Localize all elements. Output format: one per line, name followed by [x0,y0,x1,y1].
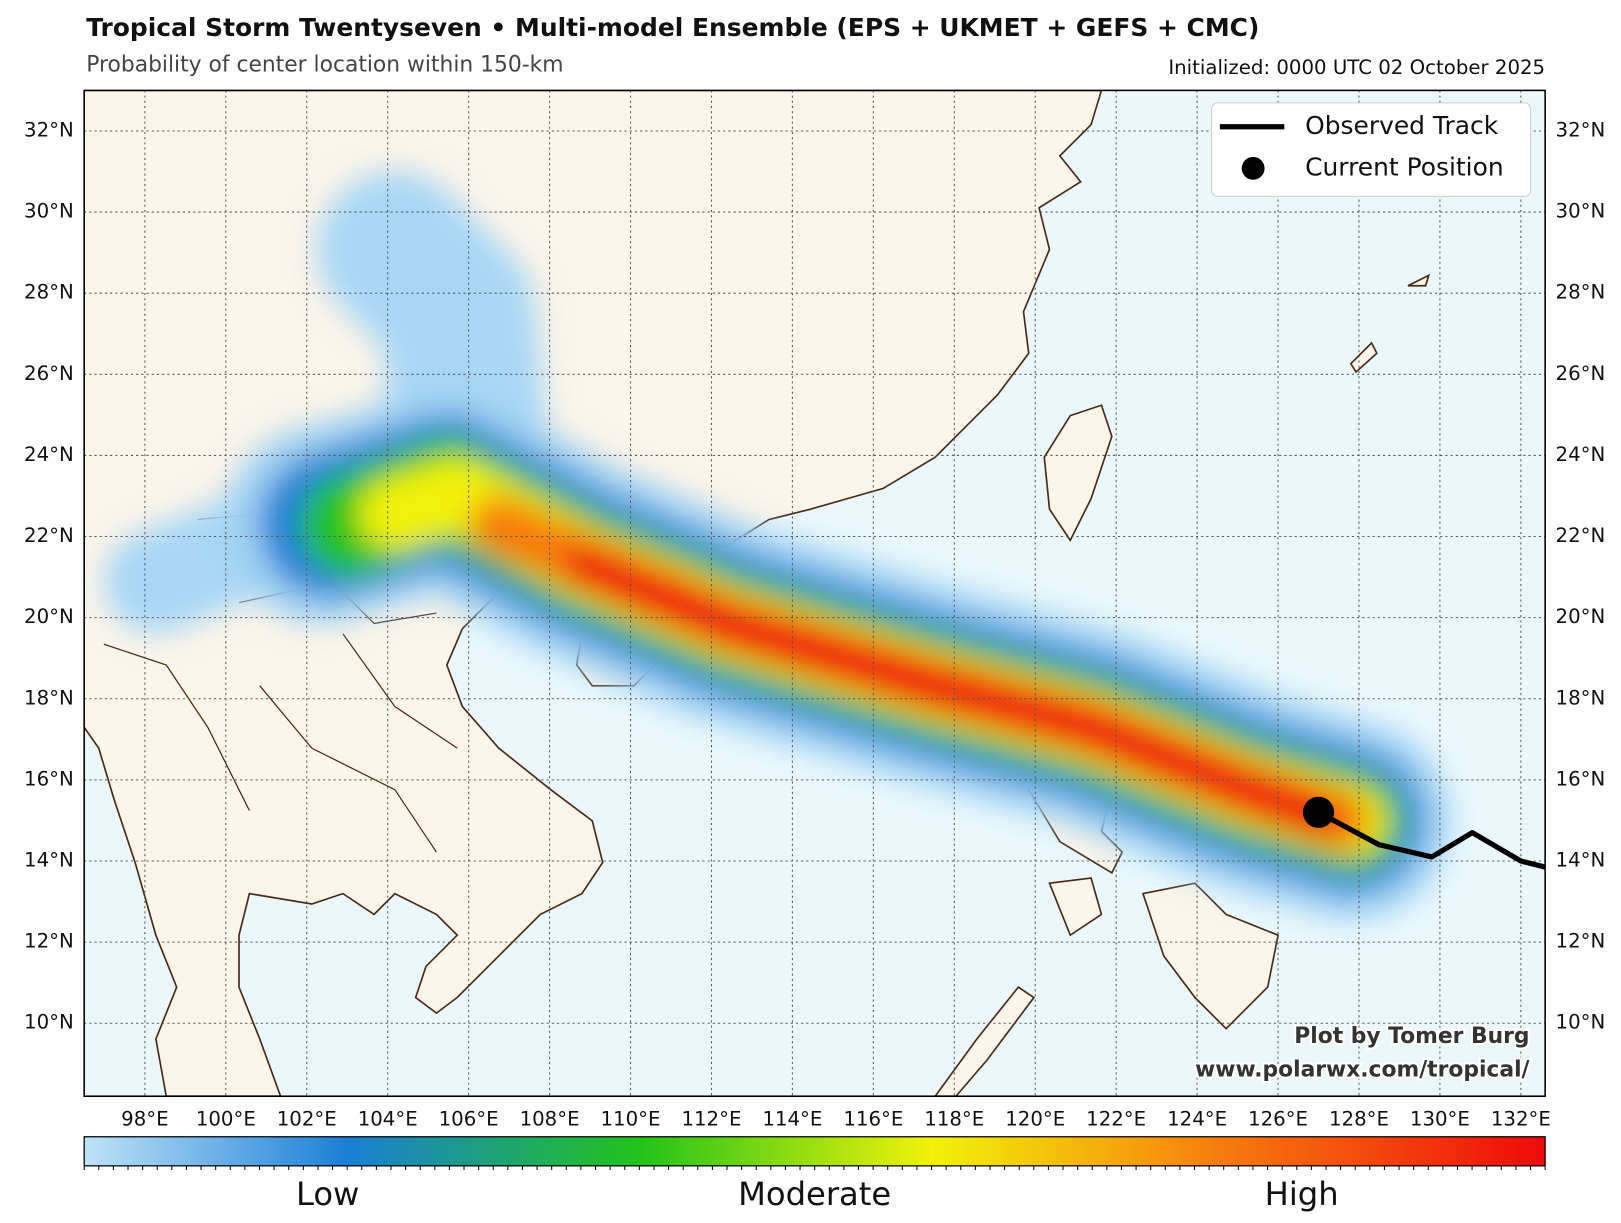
y-tick-label: 10°N [1556,1011,1606,1034]
x-tick-label: 112°E [681,1108,741,1131]
legend-entry: Current Position [1305,152,1504,181]
x-tick-label: 130°E [1410,1108,1470,1131]
colorbar-label: Low [296,1175,359,1213]
y-tick-label: 14°N [24,848,74,871]
probability-swath [103,171,1450,920]
y-tick-label: 12°N [1556,930,1606,953]
palawan [934,986,1036,1097]
y-tick-label: 32°N [24,118,74,141]
current-position [1302,796,1335,828]
y-tick-label: 24°N [24,443,74,466]
title: Tropical Storm Twentyseven • Multi-model… [86,13,1259,42]
map-area [84,90,1546,1097]
y-tick-label: 20°N [1556,605,1606,628]
y-tick-label: 20°N [24,605,74,628]
colorbar-label: Moderate [738,1175,891,1213]
x-tick-label: 126°E [1248,1108,1308,1131]
map-frame [83,89,1546,1098]
y-tick-label: 28°N [24,281,74,304]
subtitle: Probability of center location within 15… [86,52,563,77]
legend: Observed Track Current Position [1211,102,1532,197]
ryukyu [1349,273,1431,374]
mindoro [1048,877,1103,937]
y-tick-label: 18°N [24,686,74,709]
y-tick-label: 10°N [24,1011,74,1034]
y-tick-label: 22°N [1556,524,1606,547]
observed-track [1317,810,1546,870]
legend-entry: Observed Track [1305,111,1499,140]
y-tick-label: 14°N [1556,848,1606,871]
x-tick-label: 100°E [196,1108,256,1131]
y-tick-label: 26°N [24,362,74,385]
y-tick-label: 32°N [1556,118,1606,141]
x-tick-label: 108°E [520,1108,580,1131]
x-tick-label: 120°E [1005,1108,1065,1131]
x-tick-label: 102°E [277,1108,337,1131]
x-tick-label: 128°E [1329,1108,1389,1131]
x-tick-label: 122°E [1086,1108,1146,1131]
x-tick-label: 116°E [843,1108,903,1131]
credit: Plot by Tomer Burg [1294,1024,1529,1049]
y-tick-label: 16°N [24,767,74,790]
y-tick-label: 22°N [24,524,74,547]
y-tick-label: 28°N [1556,281,1606,304]
x-tick-label: 132°E [1491,1108,1551,1131]
x-tick-label: 118°E [924,1108,984,1131]
y-tick-label: 30°N [24,200,74,223]
y-tick-label: 24°N [1556,443,1606,466]
legend-current-swatch [1241,156,1265,180]
colorbar [83,1136,1546,1167]
x-tick-label: 110°E [601,1108,661,1131]
colorbar-label: High [1265,1175,1339,1213]
y-tick-label: 18°N [1556,686,1606,709]
taiwan [1043,404,1113,542]
legend-box [1211,102,1532,197]
y-tick-label: 30°N [1556,200,1606,223]
x-tick-label: 114°E [762,1108,822,1131]
y-tick-label: 12°N [24,930,74,953]
x-tick-label: 124°E [1167,1108,1227,1131]
y-tick-label: 16°N [1556,767,1606,790]
init-time: Initialized: 0000 UTC 02 October 2025 [1168,56,1545,79]
visayas [1141,882,1280,1030]
y-tick-label: 26°N [1556,362,1606,385]
x-tick-label: 104°E [358,1108,418,1131]
credit-url: www.polarwx.com/tropical/ [1195,1057,1529,1082]
x-tick-label: 98°E [121,1108,168,1131]
x-tick-label: 106°E [439,1108,499,1131]
